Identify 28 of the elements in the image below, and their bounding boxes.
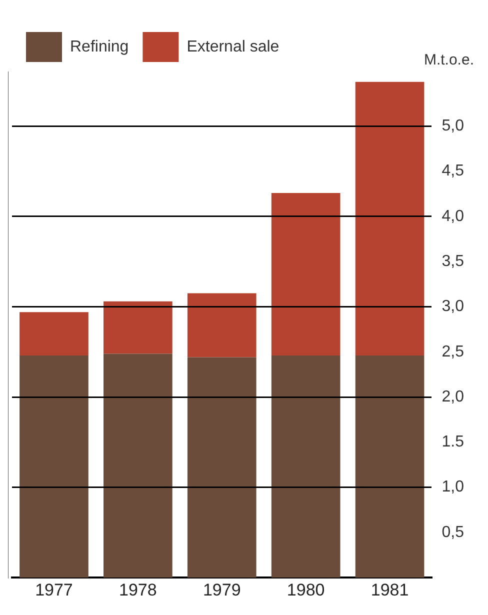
- y-axis-title: M.t.o.e.: [424, 52, 474, 69]
- bar: [355, 82, 424, 356]
- bar: [104, 354, 172, 578]
- bar: [355, 355, 424, 578]
- x-tick-label: 1977: [35, 580, 73, 600]
- legend-label: Refining: [70, 38, 129, 56]
- y-tick-label: 3,5: [442, 253, 464, 270]
- bar: [20, 355, 88, 578]
- y-tick-label: 3,0: [442, 298, 464, 316]
- y-tick-label: 2,0: [442, 388, 464, 406]
- bar: [271, 192, 340, 356]
- legend-label: External sale: [186, 38, 280, 56]
- y-tick-label: 1.5: [442, 434, 464, 451]
- y-tick-label: 4,0: [442, 208, 464, 225]
- bar: [104, 301, 172, 354]
- y-tick-label: 4,5: [442, 162, 464, 180]
- x-tick-label: 1978: [119, 580, 157, 600]
- bar: [20, 312, 88, 356]
- x-tick-label: 1979: [202, 580, 241, 600]
- bar: [271, 355, 340, 578]
- bar: [187, 357, 256, 578]
- x-tick-label: 1981: [370, 580, 409, 600]
- x-tick-label: 1980: [286, 580, 325, 600]
- bar: [187, 293, 256, 358]
- y-tick-label: 5,0: [442, 118, 464, 135]
- y-tick-label: 0,5: [442, 524, 464, 541]
- y-tick-label: 1,0: [442, 478, 464, 496]
- y-tick-label: 2,5: [442, 343, 464, 360]
